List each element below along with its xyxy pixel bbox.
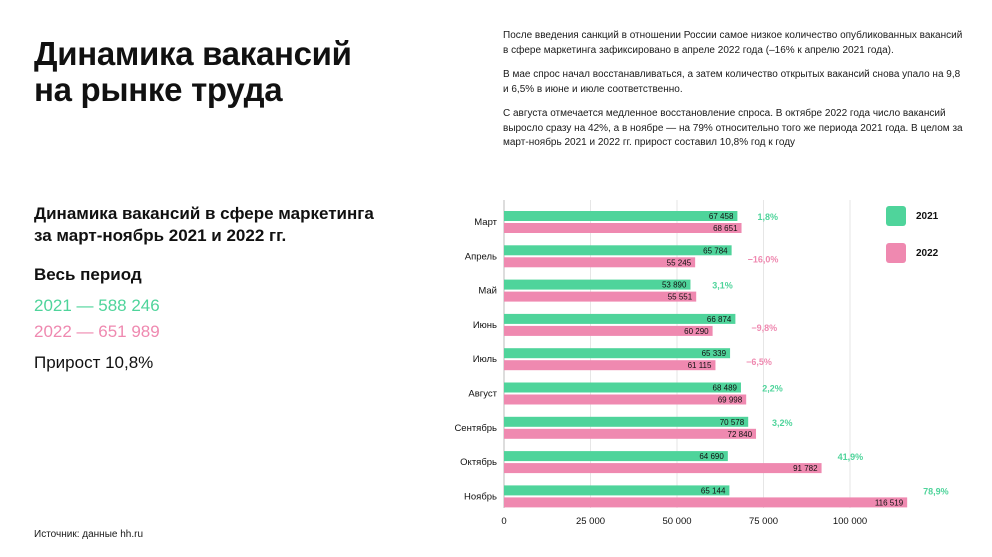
total-2021: 2021 — 588 246: [34, 296, 160, 315]
bar-2021: [504, 416, 749, 427]
bar-value-label: 64 690: [699, 452, 724, 461]
category-label: Апрель: [465, 251, 497, 262]
bar-value-label: 61 115: [688, 361, 712, 370]
legend-swatch-2021: [886, 206, 906, 226]
bar-2021: [504, 451, 728, 462]
category-label: Сентябрь: [454, 423, 497, 434]
x-tick-label: 0: [501, 516, 506, 527]
change-label: 2,2%: [762, 384, 783, 394]
description-paragraph-1: После введения санкций в отношении Росси…: [503, 30, 963, 56]
page-title: Динамика вакансий на рынке труда: [34, 35, 352, 108]
legend-label-2022: 2022: [916, 248, 939, 259]
bar-value-label: 68 489: [713, 384, 738, 393]
bar-value-label: 70 578: [720, 418, 745, 427]
bar-value-label: 65 339: [702, 349, 727, 358]
bar-2022: [504, 360, 716, 371]
bar-value-label: 69 998: [718, 396, 743, 405]
bar-2022: [504, 463, 822, 474]
bar-2022: [504, 325, 713, 336]
change-label: 3,2%: [772, 418, 793, 428]
bar-2021: [504, 485, 730, 496]
total-2022: 2022 — 651 989: [34, 322, 160, 341]
change-label: 3,1%: [712, 281, 733, 291]
change-label: −9,8%: [751, 323, 777, 333]
bar-value-label: 116 519: [875, 498, 904, 507]
chart-heading: Динамика вакансий в сфере маркетинга за …: [34, 204, 374, 245]
source-note: Источник: данные hh.ru: [34, 529, 144, 540]
bar-value-label: 65 784: [703, 246, 728, 255]
bar-value-label: 60 290: [684, 327, 709, 336]
category-label: Март: [474, 217, 497, 228]
category-label: Октябрь: [460, 457, 497, 468]
category-label: Июль: [473, 354, 497, 365]
bar-2021: [504, 245, 732, 256]
bar-value-label: 72 840: [728, 430, 753, 439]
category-label: Июнь: [473, 320, 497, 331]
category-label: Май: [478, 286, 497, 297]
bar-value-label: 66 874: [707, 315, 732, 324]
change-label: −16,0%: [748, 254, 779, 264]
bar-2021: [504, 348, 731, 359]
bar-2022: [504, 223, 742, 233]
bar-2021: [504, 279, 691, 290]
growth-summary: Прирост 10,8%: [34, 353, 154, 372]
bar-value-label: 67 458: [709, 212, 734, 221]
bar-value-label: 68 651: [713, 224, 738, 233]
bar-value-label: 55 551: [668, 293, 693, 302]
x-tick-label: 25 000: [576, 516, 605, 527]
bar-2021: [504, 313, 736, 324]
description-text: После введения санкций в отношении Росси…: [503, 29, 963, 161]
bar-2022: [504, 497, 908, 508]
bar-2022: [504, 257, 696, 268]
description-paragraph-2: В мае спрос начал восстанавливаться, а з…: [503, 69, 961, 95]
x-tick-label: 100 000: [833, 516, 867, 527]
x-tick-label: 50 000: [662, 516, 691, 527]
category-label: Ноябрь: [464, 491, 497, 502]
category-label: Август: [468, 389, 497, 400]
bar-2022: [504, 394, 747, 405]
bar-value-label: 65 144: [701, 486, 726, 495]
bar-2022: [504, 291, 697, 302]
change-label: 78,9%: [923, 486, 949, 496]
change-label: 1,8%: [758, 212, 779, 222]
bar-2021: [504, 382, 741, 393]
change-label: −6,5%: [746, 357, 772, 367]
bar-value-label: 91 782: [793, 464, 818, 473]
bar-value-label: 53 890: [662, 281, 687, 290]
period-label: Весь период: [34, 265, 142, 284]
bar-2021: [504, 211, 738, 221]
legend-label-2021: 2021: [916, 211, 939, 222]
bar-2022: [504, 428, 757, 439]
bar-value-label: 55 245: [667, 258, 692, 267]
x-tick-label: 75 000: [749, 516, 778, 527]
description-paragraph-3: С августа отмечается медленное восстанов…: [503, 108, 963, 148]
change-label: 41,9%: [838, 452, 864, 462]
legend-swatch-2022: [886, 243, 906, 263]
